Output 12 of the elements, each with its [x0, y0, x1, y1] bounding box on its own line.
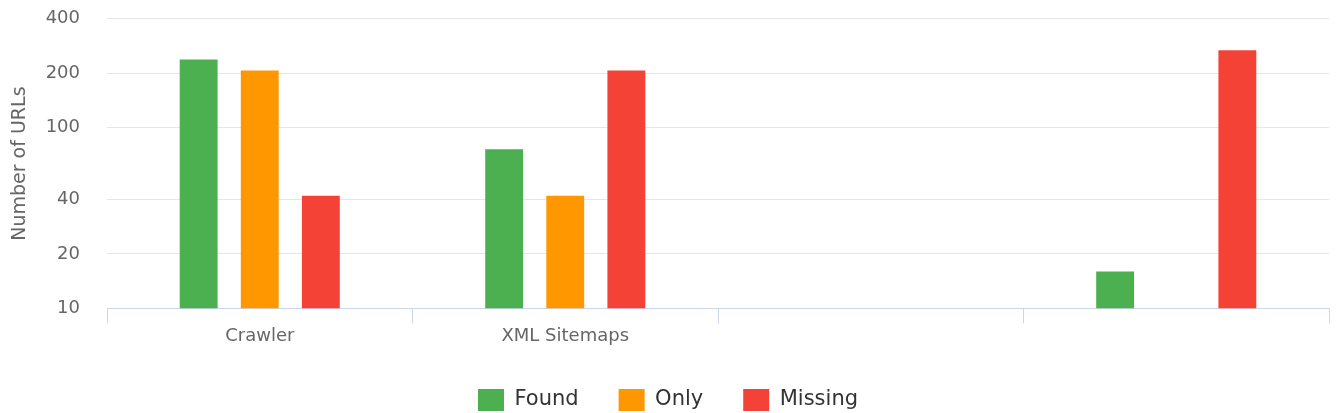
legend-label: Missing [779, 386, 859, 411]
y-tick-label: 400 [45, 6, 80, 28]
y-tick-label: 20 [57, 241, 80, 263]
legend-label: Only [655, 386, 704, 411]
x-tick-label: Crawler [225, 323, 295, 345]
legend-label: Found [514, 386, 579, 411]
y-axis-title: Number of URLs [7, 86, 30, 241]
x-tick-label: XML Sitemaps [501, 323, 630, 345]
y-tick-label: 10 [57, 296, 80, 318]
y-tick-label: 100 [45, 115, 80, 137]
y-tick-label: 200 [45, 60, 80, 82]
y-tick-label: 40 [57, 187, 80, 209]
